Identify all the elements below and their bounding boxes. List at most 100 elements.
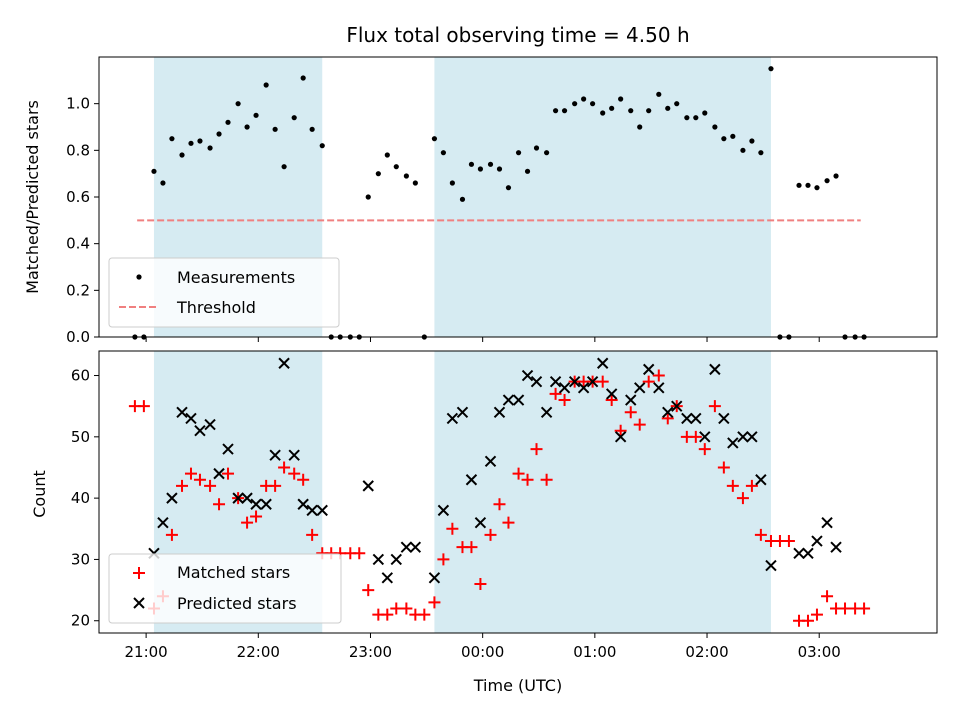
bottom-y-axis-label: Count [30, 470, 49, 518]
measurement-point [600, 110, 606, 116]
measurement-point [477, 166, 484, 172]
predicted-star-marker [793, 547, 805, 560]
predicted-star-marker [727, 437, 739, 449]
top-legend-box [108, 257, 340, 328]
matched-star-marker [137, 400, 150, 413]
measurement-point [216, 131, 222, 137]
measurement-point [319, 143, 325, 149]
predicted-star-marker [204, 418, 216, 431]
bottom-panel: 20 30 40 50 60 21:00 22:00 23:00 00:00 01:00 02:0… [30, 350, 938, 695]
predicted-star-marker [390, 553, 402, 566]
top-panel: 0.0 0.2 0.4 0.6 0.8 1.0 Matched/Predicted sta… [23, 56, 938, 346]
matched-star-marker [437, 553, 450, 566]
x-axis-label: Time (UTC) [473, 676, 562, 695]
x-tick-label: 23:00 [349, 643, 392, 661]
x-tick-label: 22:00 [237, 643, 280, 661]
predicted-star-marker [297, 498, 309, 510]
matched-star-marker [222, 467, 235, 480]
measurement-point [235, 101, 241, 107]
measurement-point [609, 105, 615, 111]
legend-matched-label: Matched stars [177, 563, 290, 582]
legend-matched-marker [133, 567, 145, 579]
measurement-point [515, 150, 522, 156]
matched-star-marker [184, 467, 197, 480]
top-y-tick-label: 0.4 [66, 235, 90, 253]
predicted-star-marker [502, 394, 515, 406]
predicted-star-marker [474, 516, 487, 529]
matched-star-marker [278, 461, 291, 474]
measurement-point [253, 112, 259, 118]
measurement-point [468, 161, 475, 167]
top-y-tick-label: 0.6 [66, 188, 90, 206]
bottom-y-tick-label: 30 [71, 550, 90, 568]
measurement-point [637, 124, 643, 130]
predicted-star-marker [213, 467, 225, 480]
matched-star-marker [241, 516, 254, 529]
predicted-star-marker [821, 516, 833, 529]
predicted-star-marker [409, 541, 422, 553]
predicted-star-marker [755, 474, 767, 486]
measurement-point [487, 161, 494, 167]
matched-star-marker [782, 535, 795, 548]
predicted-star-marker [530, 375, 543, 388]
predicted-star-marker [456, 406, 469, 419]
bottom-x-axis: 21:00 22:00 23:00 00:00 01:00 02:00 03:00 [124, 633, 841, 661]
measurement-point [618, 96, 624, 102]
measurement-points [132, 66, 867, 340]
measurement-point [572, 101, 578, 107]
predicted-star-marker [372, 553, 385, 566]
matched-star-marker [428, 596, 441, 609]
predicted-star-marker [568, 375, 581, 388]
matched-star-marker [745, 479, 758, 492]
predicted-star-marker [690, 412, 702, 425]
matched-star-marker [736, 492, 749, 505]
matched-star-marker [689, 430, 702, 443]
predicted-star-marker [269, 449, 281, 461]
measurement-point [151, 168, 157, 174]
x-tick-label: 00:00 [461, 643, 504, 661]
measurement-point [281, 164, 287, 170]
predicted-star-marker [493, 406, 506, 419]
matched-star-marker [698, 443, 711, 456]
predicted-star-marker [362, 480, 374, 492]
measurement-point [721, 136, 727, 142]
measurement-point [403, 173, 409, 179]
measurement-point [244, 124, 250, 130]
measurement-point [544, 150, 550, 156]
legend-measurements-label: Measurements [177, 268, 295, 287]
measurement-point [693, 115, 699, 121]
predicted-star-marker [176, 406, 188, 419]
predicted-star-marker [746, 431, 758, 443]
predicted-star-marker [260, 498, 272, 510]
measurement-point [160, 180, 166, 186]
predicted-star-marker [709, 363, 721, 376]
bottom-y-tick-label: 60 [71, 367, 90, 385]
chart-title: Flux total observing time = 4.50 h [346, 23, 689, 47]
observing-interval-shade [434, 57, 771, 337]
measurement-point [824, 178, 830, 184]
predicted-star-marker [699, 431, 711, 443]
measurement-point [291, 115, 297, 121]
matched-star-marker [661, 412, 674, 425]
predicted-star-marker [577, 382, 590, 394]
matched-star-marker [250, 510, 263, 523]
observing-interval-shade [434, 351, 771, 633]
predicted-star-marker [662, 406, 674, 419]
predicted-star-marker [811, 535, 823, 547]
measurement-point [459, 196, 466, 202]
matched-star-marker [502, 516, 515, 529]
matched-star-marker [633, 418, 646, 431]
measurement-point [590, 101, 596, 107]
bottom-y-axis: 20 30 40 50 60 [71, 367, 99, 630]
top-y-tick-label: 0.2 [66, 281, 90, 299]
top-y-axis-label: Matched/Predicted stars [23, 100, 42, 294]
bottom-y-tick-label: 40 [71, 489, 90, 507]
matched-star-marker [614, 424, 627, 437]
predicted-star-marker [428, 572, 441, 584]
matched-star-marker [390, 602, 403, 615]
measurement-point [814, 185, 820, 191]
predicted-star-marker [596, 357, 609, 369]
matched-star-marker [465, 541, 478, 554]
matched-star-marker [381, 608, 394, 621]
measurement-point [197, 138, 203, 144]
